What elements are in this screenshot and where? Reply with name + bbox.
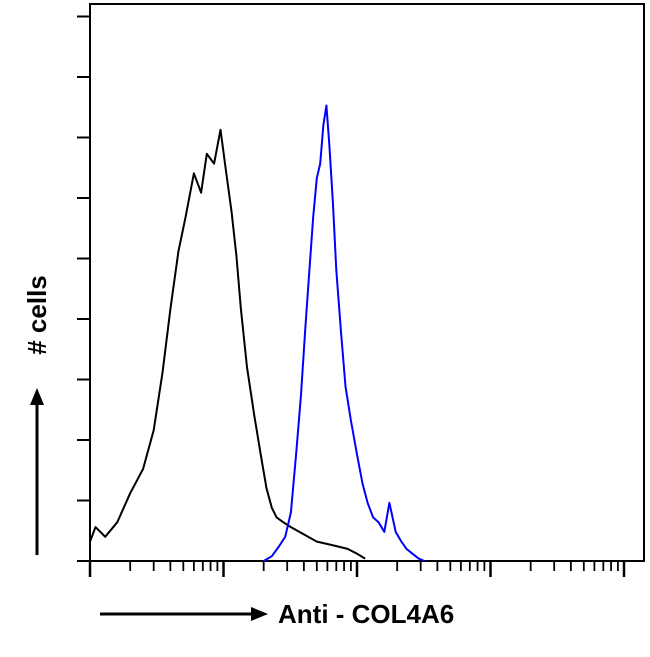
x-axis-ticks <box>88 561 626 577</box>
x-axis-label: Anti - COL4A6 <box>278 599 454 629</box>
series-layer <box>89 104 425 562</box>
y-axis-ticks <box>77 15 90 562</box>
y-axis-arrow-head <box>30 388 44 405</box>
y-axis-label: # cells <box>22 275 52 355</box>
plot-frame <box>89 3 645 562</box>
histogram-series-1 <box>89 128 366 560</box>
histogram-series-2 <box>263 104 425 562</box>
x-axis-arrow-head <box>251 607 268 621</box>
